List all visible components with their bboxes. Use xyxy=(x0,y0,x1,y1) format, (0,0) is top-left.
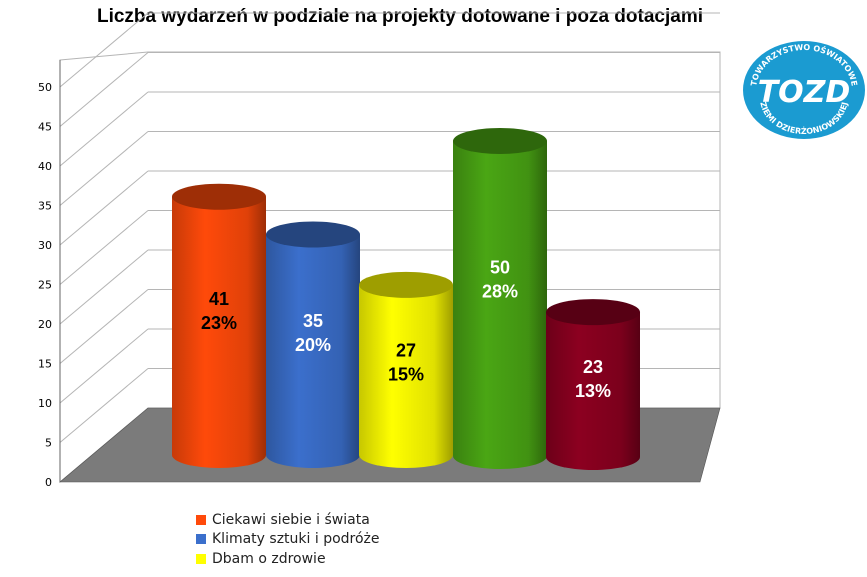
data-label-value: 50 xyxy=(490,257,510,277)
data-label-percent: 20% xyxy=(295,335,331,355)
y-tick-label: 15 xyxy=(38,358,52,371)
legend-label: Ciekawi siebie i świata xyxy=(212,511,370,528)
y-axis-ticks: 0 5 10 15 20 25 30 35 40 45 50 xyxy=(38,81,52,489)
gridline xyxy=(59,289,149,364)
gridline xyxy=(59,210,149,285)
legend-item: Ciekawi siebie i świata xyxy=(196,510,380,530)
legend: Ciekawi siebie i świata Klimaty sztuki i … xyxy=(196,510,380,569)
bar-top xyxy=(359,271,453,298)
y-tick-label: 40 xyxy=(38,160,52,173)
y-tick-label: 0 xyxy=(45,476,52,489)
gridline xyxy=(59,12,149,88)
legend-item: Dbam o zdrowie xyxy=(196,549,380,569)
gridline xyxy=(59,249,149,325)
legend-swatch xyxy=(196,534,206,545)
data-label-percent: 28% xyxy=(482,281,518,301)
y-tick-label: 50 xyxy=(38,81,52,94)
gridline xyxy=(59,91,149,167)
gridline xyxy=(59,170,149,246)
legend-item: Klimaty sztuki i podróże xyxy=(196,530,380,550)
data-label-value: 41 xyxy=(209,289,229,309)
data-label-value: 23 xyxy=(583,357,603,377)
bar-top xyxy=(172,183,266,210)
bar-top xyxy=(546,299,640,326)
y-tick-label: 10 xyxy=(38,397,52,410)
bar-top xyxy=(453,128,547,154)
logo-monogram: TOZD xyxy=(758,75,851,110)
y-tick-label: 5 xyxy=(45,437,52,450)
bar-body xyxy=(266,234,360,468)
data-label-percent: 23% xyxy=(201,313,237,333)
data-label-value: 27 xyxy=(396,340,416,360)
legend-swatch xyxy=(196,514,206,525)
gridline xyxy=(59,52,149,127)
data-label-percent: 13% xyxy=(575,381,611,401)
gridline xyxy=(59,328,149,404)
data-label-percent: 15% xyxy=(388,364,424,384)
bar-body xyxy=(172,196,266,468)
gridline xyxy=(59,131,149,206)
chart-title: Liczba wydarzeń w podziale na projekty d… xyxy=(96,6,703,27)
bar-body xyxy=(546,312,640,470)
y-tick-label: 20 xyxy=(38,318,52,331)
y-tick-label: 30 xyxy=(38,239,52,252)
legend-label: Klimaty sztuki i podróże xyxy=(212,531,380,548)
y-tick-label: 35 xyxy=(38,200,52,213)
legend-label: Dbam o zdrowie xyxy=(212,550,326,567)
y-tick-label: 25 xyxy=(38,279,52,292)
bar-body xyxy=(359,284,453,468)
tozd-logo: TOWARZYSTWO OŚWIATOWE ZIEMI DZIERŻONIOWS… xyxy=(742,40,866,140)
bar-body xyxy=(453,141,547,469)
legend-swatch xyxy=(196,553,206,564)
bar-top xyxy=(266,221,360,248)
y-tick-label: 45 xyxy=(38,121,52,134)
data-label-value: 35 xyxy=(303,311,323,331)
gridline xyxy=(59,368,149,443)
